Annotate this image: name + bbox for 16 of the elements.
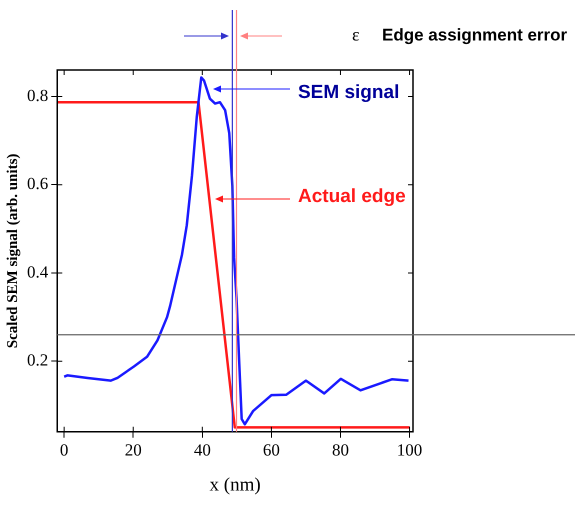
- y-axis-title: Scaled SEM signal (arb. units): [4, 154, 21, 348]
- text: Edge assignment error: [382, 26, 568, 45]
- x-tick-label: 20: [124, 440, 142, 460]
- x-tick-label: 100: [396, 440, 422, 460]
- x-tick-label: 80: [332, 440, 349, 460]
- y-tick-label: 0.4: [27, 262, 49, 282]
- y-tick-label: 0.6: [27, 174, 48, 194]
- x-tick-label: 0: [60, 440, 68, 460]
- x-tick-label: 40: [194, 440, 211, 460]
- y-tick-label: 0.8: [27, 86, 48, 105]
- text: ε: [352, 24, 360, 45]
- x-tick-label: 60: [262, 440, 280, 460]
- x-axis-title: x (nm): [210, 474, 261, 496]
- annotation: Actual edge: [298, 186, 406, 208]
- annotation: SEM signal: [298, 82, 400, 104]
- y-tick-label: 0.2: [27, 350, 48, 370]
